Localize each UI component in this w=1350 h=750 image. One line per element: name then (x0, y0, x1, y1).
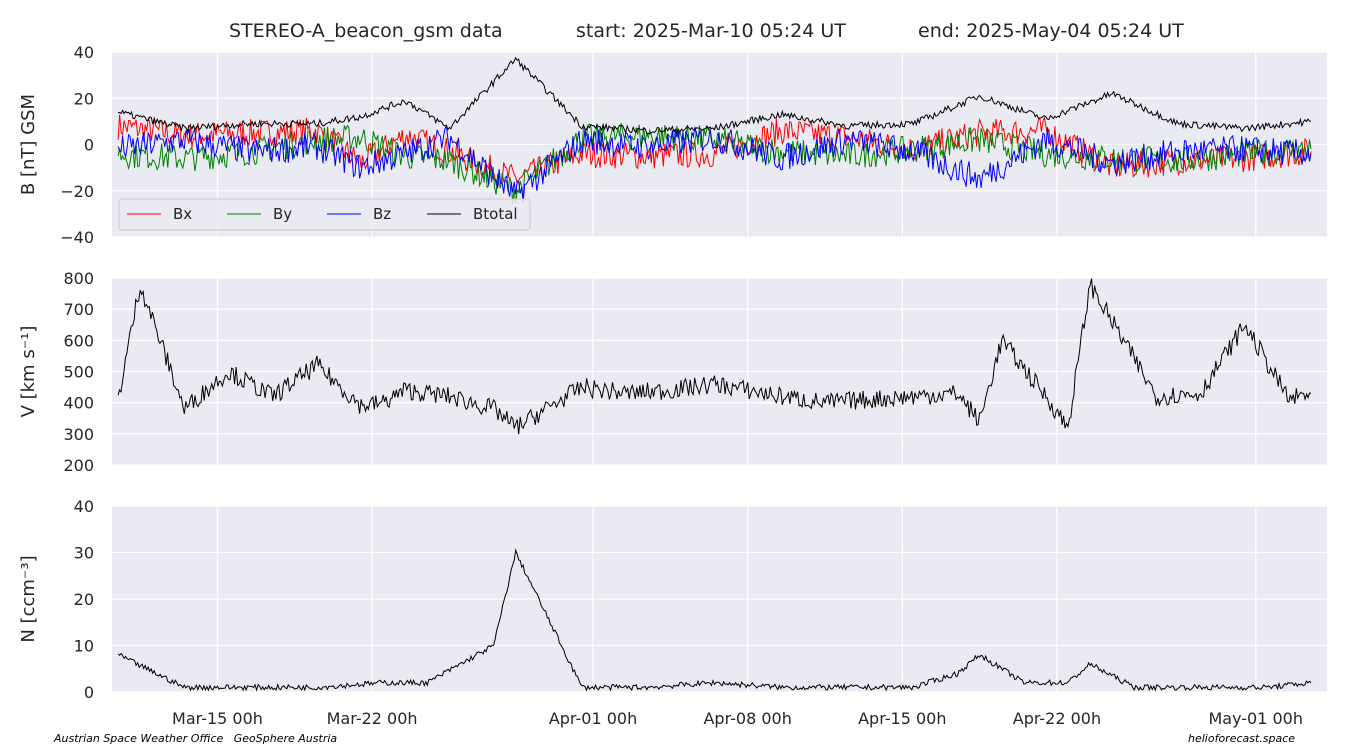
title-end: end: 2025-May-04 05:24 UT (918, 20, 1184, 42)
xtick-label: Apr-15 00h (858, 709, 946, 728)
legend-label-btotal: Btotal (473, 205, 518, 223)
panel-3-ytick-label: 10 (74, 637, 94, 656)
title-start: start: 2025-Mar-10 05:24 UT (576, 20, 846, 42)
series-line-panel-3 (117, 548, 1312, 692)
panel-2-ytick-label: 700 (63, 300, 94, 319)
panel-1-ytick-label: 40 (74, 43, 94, 62)
panel-2-ytick-label: 300 (63, 425, 94, 444)
panel-1-ytick-label: −40 (60, 228, 94, 247)
panel-3-ytick-label: 20 (74, 590, 94, 609)
panel-3-ytick-label: 0 (84, 683, 94, 702)
xtick-label: Apr-01 00h (549, 709, 637, 728)
legend-box (118, 198, 531, 231)
footer-right: helioforecast.space (1188, 732, 1295, 745)
panel-2-ytick-label: 200 (63, 456, 94, 475)
panel-2-ytick-label: 400 (63, 394, 94, 413)
series-line-panel-2 (117, 278, 1312, 435)
panel-2-ytick-label: 500 (63, 363, 94, 382)
panel-3-ytick-label: 30 (74, 544, 94, 563)
legend-label-by: By (273, 205, 292, 223)
panel-1-ytick-label: 20 (74, 89, 94, 108)
xtick-label: Mar-15 00h (172, 709, 263, 728)
legend-label-bx: Bx (173, 205, 192, 223)
xtick-label: May-01 00h (1208, 709, 1303, 728)
series-line-Btotal (118, 56, 1312, 135)
xtick-label: Apr-22 00h (1013, 709, 1101, 728)
series-line-Bz (117, 124, 1312, 203)
panel-3-ytick-label: 40 (74, 497, 94, 516)
panel-1-ytick-label: 0 (84, 136, 94, 155)
title-dataset: STEREO-A_beacon_gsm data (229, 20, 503, 42)
xtick-label: Apr-08 00h (703, 709, 791, 728)
panel-1-ylabel: B [nT] GSM (18, 94, 39, 195)
panel-2-ylabel: V [km s⁻¹] (18, 326, 39, 418)
panel-1-ytick-label: −20 (60, 182, 94, 201)
footer-left: Austrian Space Weather Office GeoSphere … (53, 732, 337, 745)
panel-2-ytick-label: 800 (63, 269, 94, 288)
legend-label-bz: Bz (373, 205, 391, 223)
xtick-label: Mar-22 00h (327, 709, 418, 728)
panel-2-ytick-label: 600 (63, 331, 94, 350)
panel-3-ylabel: N [ccm⁻³] (18, 555, 39, 642)
